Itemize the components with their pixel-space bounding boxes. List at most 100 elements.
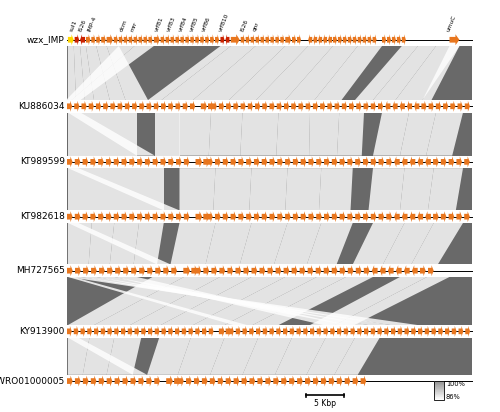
Polygon shape — [202, 326, 207, 337]
Polygon shape — [313, 34, 317, 45]
Polygon shape — [114, 157, 119, 167]
Bar — [434, 384, 444, 385]
Polygon shape — [418, 157, 423, 167]
Polygon shape — [410, 211, 416, 222]
Polygon shape — [307, 223, 353, 265]
Polygon shape — [234, 101, 238, 112]
Polygon shape — [356, 265, 362, 276]
Polygon shape — [364, 326, 369, 337]
Polygon shape — [86, 34, 90, 45]
Bar — [67, 168, 472, 211]
Polygon shape — [96, 46, 126, 100]
Polygon shape — [385, 101, 390, 112]
Polygon shape — [83, 337, 114, 375]
Polygon shape — [226, 101, 232, 112]
Polygon shape — [465, 101, 470, 112]
Polygon shape — [160, 157, 166, 167]
Polygon shape — [344, 376, 350, 386]
Polygon shape — [74, 34, 79, 45]
Polygon shape — [464, 157, 470, 167]
Polygon shape — [75, 157, 80, 167]
Polygon shape — [240, 34, 245, 45]
Polygon shape — [68, 112, 90, 156]
Polygon shape — [426, 112, 463, 156]
Polygon shape — [428, 168, 463, 211]
Polygon shape — [90, 157, 96, 167]
Polygon shape — [137, 211, 142, 222]
Polygon shape — [310, 326, 315, 337]
Polygon shape — [91, 265, 97, 276]
Bar — [67, 223, 472, 265]
Polygon shape — [400, 101, 405, 112]
Polygon shape — [318, 34, 322, 45]
Polygon shape — [387, 34, 391, 45]
Polygon shape — [168, 101, 173, 112]
Polygon shape — [260, 265, 266, 276]
Polygon shape — [68, 112, 155, 156]
Polygon shape — [154, 34, 160, 45]
Polygon shape — [202, 376, 207, 386]
Polygon shape — [68, 34, 74, 45]
Polygon shape — [82, 211, 88, 222]
Polygon shape — [338, 34, 342, 45]
Polygon shape — [94, 277, 220, 325]
Polygon shape — [152, 157, 158, 167]
Polygon shape — [334, 337, 380, 375]
Polygon shape — [328, 101, 332, 112]
Polygon shape — [204, 157, 209, 167]
Text: dcm: dcm — [118, 19, 128, 32]
Polygon shape — [106, 46, 148, 100]
Polygon shape — [370, 211, 376, 222]
Polygon shape — [256, 46, 333, 100]
Polygon shape — [386, 157, 392, 167]
Polygon shape — [188, 326, 194, 337]
Text: wzx_IMP: wzx_IMP — [27, 35, 65, 44]
Polygon shape — [114, 168, 139, 211]
Polygon shape — [66, 46, 134, 100]
Polygon shape — [229, 46, 308, 100]
Text: KT989599: KT989599 — [20, 157, 65, 166]
Polygon shape — [274, 376, 279, 386]
Polygon shape — [324, 265, 330, 276]
Polygon shape — [80, 34, 85, 45]
Polygon shape — [166, 376, 173, 386]
Text: vrfB6: vrfB6 — [202, 16, 211, 32]
Polygon shape — [337, 326, 342, 337]
Polygon shape — [72, 46, 154, 100]
Polygon shape — [356, 101, 362, 112]
Polygon shape — [422, 46, 460, 100]
Polygon shape — [206, 223, 252, 265]
Polygon shape — [176, 101, 180, 112]
Polygon shape — [428, 101, 434, 112]
Polygon shape — [255, 101, 260, 112]
Polygon shape — [83, 265, 89, 276]
Polygon shape — [348, 265, 354, 276]
Polygon shape — [378, 326, 382, 337]
Bar — [434, 383, 444, 384]
Polygon shape — [370, 157, 376, 167]
Polygon shape — [75, 376, 80, 386]
Polygon shape — [168, 326, 173, 337]
Polygon shape — [297, 376, 303, 386]
Polygon shape — [114, 326, 119, 337]
Polygon shape — [224, 277, 346, 325]
Polygon shape — [266, 376, 271, 386]
Polygon shape — [316, 157, 322, 167]
Polygon shape — [182, 101, 188, 112]
Polygon shape — [276, 34, 280, 45]
Polygon shape — [348, 34, 352, 45]
Polygon shape — [306, 337, 355, 375]
Bar — [434, 391, 444, 392]
Polygon shape — [130, 277, 252, 325]
Polygon shape — [228, 265, 233, 276]
Polygon shape — [350, 326, 356, 337]
Polygon shape — [176, 34, 180, 45]
Polygon shape — [229, 326, 234, 337]
Polygon shape — [122, 157, 127, 167]
Polygon shape — [443, 101, 448, 112]
Polygon shape — [349, 101, 354, 112]
Polygon shape — [123, 265, 129, 276]
Polygon shape — [411, 223, 463, 265]
Polygon shape — [86, 46, 110, 100]
Polygon shape — [402, 211, 407, 222]
